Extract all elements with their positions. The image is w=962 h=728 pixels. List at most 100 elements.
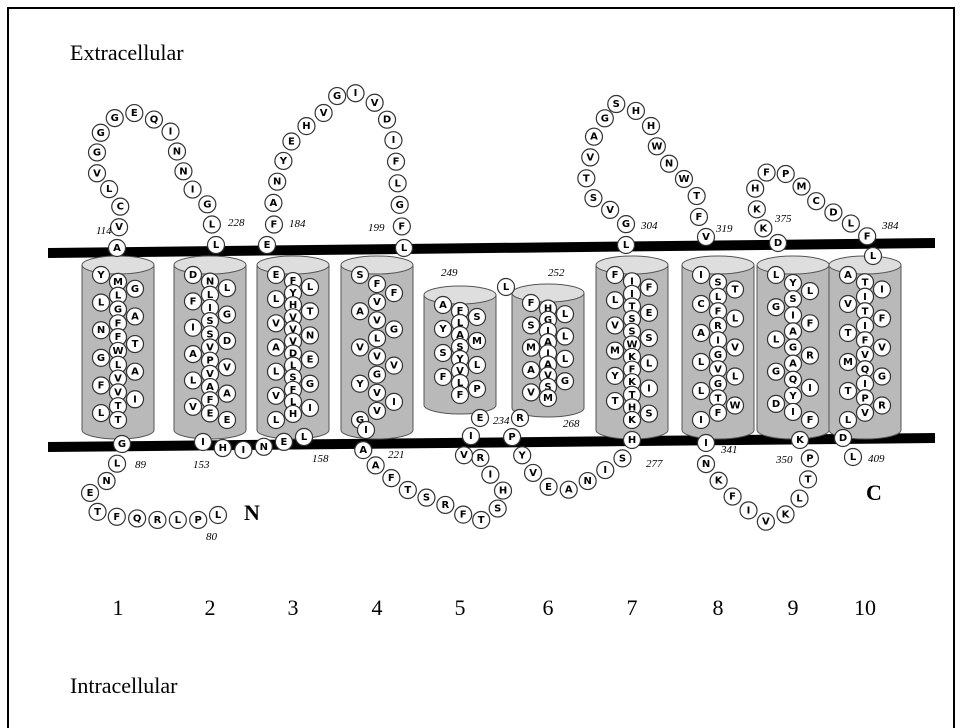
residue-letter: A [565, 485, 573, 496]
residue-letter: T [862, 306, 869, 317]
residue-number: 234 [493, 415, 510, 427]
residue-letter: A [223, 389, 231, 400]
residue-letter: Y [279, 156, 288, 167]
residue-letter: R [878, 401, 886, 412]
residue-letter: L [115, 291, 122, 302]
residue-letter: T [583, 173, 590, 184]
residue-letter: G [97, 353, 105, 364]
residue-letter: I [704, 438, 708, 449]
residue-letter: N [583, 476, 591, 487]
residue-letter: I [392, 397, 396, 408]
residue-letter: P [782, 169, 789, 180]
residue-letter: G [306, 379, 314, 390]
helix-number: 6 [543, 595, 554, 620]
residue-letter: V [356, 343, 364, 354]
residue-letter: F [763, 168, 770, 179]
residue-letter: N [665, 159, 673, 170]
residue-letter: L [209, 220, 216, 231]
residue-letter: N [173, 146, 181, 157]
residue-letter: S [473, 312, 480, 323]
residue-letter: F [457, 390, 464, 401]
residue-letter: S [527, 320, 534, 331]
residue-letter: G [223, 310, 231, 321]
residue-letter: R [714, 321, 722, 332]
residue-letter: I [863, 321, 867, 332]
residue-letter: L [773, 334, 780, 345]
residue-letter: V [373, 315, 381, 326]
residue-letter: G [772, 302, 780, 313]
residue-letter: L [562, 354, 569, 365]
residue-letter: P [473, 384, 480, 395]
residue-letter: S [714, 277, 721, 288]
residue-letter: I [863, 379, 867, 390]
residue-letter: F [388, 473, 395, 484]
residue-letter: L [612, 295, 619, 306]
helix-number: 9 [788, 595, 799, 620]
residue-letter: Q [789, 375, 798, 386]
residue-letter: H [751, 184, 759, 195]
residue-letter: G [114, 305, 122, 316]
residue-letter: F [374, 279, 381, 290]
residue-letter: V [762, 517, 770, 528]
residue-letter: L [98, 298, 105, 309]
residue-letter: G [93, 147, 101, 158]
residue-letter: S [590, 193, 597, 204]
residue-letter: A [372, 460, 380, 471]
residue-letter: L [848, 219, 855, 230]
residue-letter: L [307, 282, 314, 293]
residue-letter: M [843, 357, 853, 368]
residue-letter: E [477, 413, 484, 424]
residue-letter: G [396, 200, 404, 211]
residue-letter: I [716, 335, 720, 346]
residue-letter: D [189, 270, 197, 281]
residue-letter: F [696, 212, 703, 223]
residue-letter: E [307, 355, 314, 366]
residue-letter: T [845, 386, 852, 397]
residue-letter: F [115, 332, 122, 343]
residue-letter: V [93, 168, 101, 179]
residue-letter: K [782, 509, 791, 520]
residue-letter: I [747, 505, 751, 516]
residue-letter: W [112, 346, 123, 357]
residue-letter: V [373, 297, 381, 308]
residue-letter: P [806, 453, 813, 464]
residue-letter: D [383, 115, 391, 126]
residue-letter: A [527, 365, 535, 376]
residue-letter: L [850, 452, 857, 463]
residue-letter: M [113, 277, 123, 288]
residue-letter: V [586, 152, 594, 163]
residue-letter: P [861, 393, 868, 404]
residue-letter: Y [788, 278, 797, 289]
residue-letter: F [190, 296, 197, 307]
helix-number: 10 [854, 595, 876, 620]
residue-letter: I [880, 285, 884, 296]
residue-letter: F [98, 380, 105, 391]
residue-letter: A [697, 328, 705, 339]
residue-letter: A [189, 349, 197, 360]
residue-letter: N [273, 177, 281, 188]
intracellular-label: Intracellular [70, 673, 178, 698]
residue-letter: K [796, 435, 805, 446]
residue-letter: T [132, 339, 139, 350]
residue-letter: V [371, 98, 379, 109]
residue-letter: I [392, 135, 396, 146]
residue-letter: H [219, 443, 227, 454]
residue-letter: L [474, 360, 481, 371]
residue-letter: D [839, 433, 847, 444]
residue-letter: L [870, 251, 877, 262]
residue-letter: K [753, 204, 762, 215]
residue-number: 384 [881, 220, 899, 232]
residue-letter: L [732, 372, 739, 383]
residue-letter: S [789, 294, 796, 305]
helix-number: 1 [113, 595, 124, 620]
residue-letter: I [791, 310, 795, 321]
residue-letter: A [272, 343, 280, 354]
residue-letter: E [288, 137, 295, 148]
residue-letter: V [611, 320, 619, 331]
residue-letter: H [499, 486, 507, 497]
residue-letter: V [373, 352, 381, 363]
residue-letter: N [102, 476, 110, 487]
residue-letter: L [273, 367, 280, 378]
residue-letter: L [273, 415, 280, 426]
residue-letter: L [401, 243, 408, 254]
